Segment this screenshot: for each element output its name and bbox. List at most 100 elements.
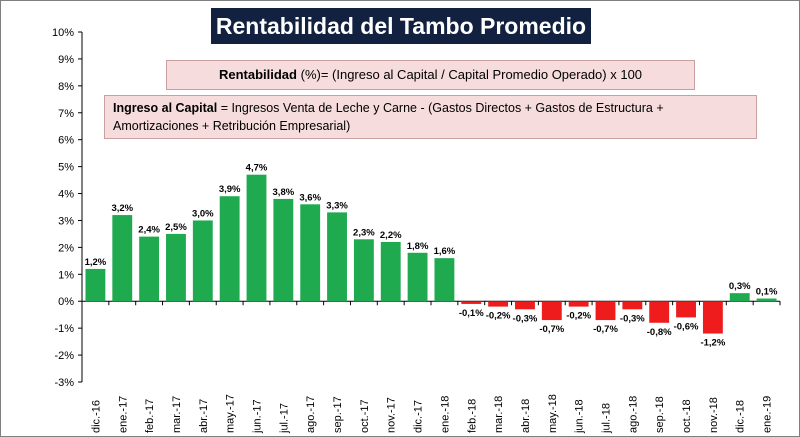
bar xyxy=(139,236,160,302)
x-tick-label: ago.-17 xyxy=(305,396,317,433)
x-tick-label: feb.-17 xyxy=(144,399,156,433)
x-tick-label: mar.-17 xyxy=(171,396,183,433)
bar xyxy=(192,220,213,302)
bar xyxy=(461,301,482,304)
bar xyxy=(219,196,240,302)
data-label: -0,7% xyxy=(539,324,564,335)
x-tick-label: dic.-16 xyxy=(90,400,102,433)
y-tick-label: 7% xyxy=(58,108,74,120)
definition-box: Ingreso al Capital = Ingresos Venta de L… xyxy=(104,95,757,139)
x-tick-label: dic.-17 xyxy=(413,400,425,433)
y-tick-label: 1% xyxy=(58,269,74,281)
x-tick-label: oct.-17 xyxy=(359,399,371,433)
bar xyxy=(649,301,670,323)
y-tick-label: 5% xyxy=(58,162,74,174)
x-tick-label: mar.-18 xyxy=(493,396,505,433)
bar xyxy=(756,298,777,302)
x-tick-label: jun.-18 xyxy=(574,399,586,434)
y-axis: 10% 9% 8% 7% 6% 5% 4% 3% 2% 1% 0% -1% -2% -3% xyxy=(52,27,83,389)
data-label: -0,7% xyxy=(593,324,618,335)
y-tick-label: -3% xyxy=(54,377,74,389)
bar xyxy=(729,293,750,302)
definition-term: Ingreso al Capital xyxy=(113,101,218,115)
y-tick-label: 0% xyxy=(58,296,74,308)
data-label: 0,1% xyxy=(756,287,778,298)
x-tick-label: abr.-18 xyxy=(520,399,532,433)
formula-box: Rentabilidad (%)= (Ingreso al Capital / … xyxy=(166,60,695,90)
bar xyxy=(300,204,321,302)
data-labels: 1,2% 3,2% 2,4% 2,5% 3,0% 3,9% 4,7% 3,8% 3,6% 3,3%… xyxy=(85,163,778,349)
y-tick-label: 6% xyxy=(58,135,74,147)
x-tick-label: jul.-18 xyxy=(601,403,613,434)
y-tick-label: 2% xyxy=(58,242,74,254)
data-label: -0,2% xyxy=(486,311,511,322)
y-tick-label: -1% xyxy=(54,323,74,335)
formula-text: (%)= (Ingreso al Capital / Capital Prome… xyxy=(300,67,643,82)
x-tick-label: jun.-17 xyxy=(252,399,264,434)
bar xyxy=(488,301,509,307)
y-tick-label: -2% xyxy=(54,350,74,362)
x-tick-label: nov.-17 xyxy=(386,397,398,433)
data-label: 2,3% xyxy=(353,227,375,238)
data-label: 1,6% xyxy=(434,246,456,257)
chart-title: Rentabilidad del Tambo Promedio xyxy=(211,8,591,44)
data-label: -1,2% xyxy=(700,338,725,349)
y-tick-label: 3% xyxy=(58,215,74,227)
bar xyxy=(515,301,535,310)
y-tick-label: 9% xyxy=(58,54,74,66)
data-label: 3,3% xyxy=(326,200,348,211)
data-label: 2,5% xyxy=(165,222,187,233)
x-tick-label: nov.-18 xyxy=(708,397,720,433)
x-tick-label: jul.-17 xyxy=(278,403,290,434)
data-label: 3,6% xyxy=(299,192,321,203)
data-label: 3,2% xyxy=(111,203,133,214)
formula-term: Rentabilidad xyxy=(218,67,297,82)
bar xyxy=(622,301,643,310)
x-tick-label: ene.-17 xyxy=(117,396,129,433)
x-tick-label: oct.-18 xyxy=(681,399,693,433)
data-label: 1,8% xyxy=(407,241,429,252)
data-label: -0,8% xyxy=(647,327,672,338)
x-axis: dic.-16 ene.-17 feb.-17 mar.-17 abr.-17 may.-… xyxy=(82,300,781,434)
bar xyxy=(407,252,428,302)
x-tick-label: feb.-18 xyxy=(466,399,478,433)
data-label: 3,9% xyxy=(219,184,241,195)
bar xyxy=(246,174,267,302)
data-label: -0,6% xyxy=(674,321,699,332)
x-tick-label: ene.-18 xyxy=(439,396,451,433)
bar xyxy=(112,215,133,302)
bar xyxy=(85,268,106,302)
x-tick-label: ago.-18 xyxy=(627,396,639,433)
bar xyxy=(166,233,186,302)
bar xyxy=(702,301,723,334)
bar xyxy=(353,239,374,302)
data-label: -0,1% xyxy=(459,308,484,319)
data-label: -0,2% xyxy=(566,311,591,322)
x-tick-label: ene.-19 xyxy=(762,396,774,433)
bar xyxy=(327,212,347,302)
x-tick-label: sep.-18 xyxy=(654,396,666,433)
definition-text: = Ingresos Venta de Leche y Carne - (Gas… xyxy=(113,101,664,133)
x-tick-label: dic.-18 xyxy=(735,400,747,433)
data-label: 0,3% xyxy=(729,281,751,292)
bars xyxy=(85,174,777,334)
bar xyxy=(568,301,589,307)
bar xyxy=(380,242,401,302)
bar xyxy=(676,301,696,318)
y-tick-label: 8% xyxy=(58,81,74,93)
data-label: -0,3% xyxy=(620,313,645,324)
y-tick-label: 10% xyxy=(52,27,74,39)
bar xyxy=(434,258,455,302)
bar xyxy=(273,198,294,302)
y-tick-label: 4% xyxy=(58,189,74,201)
bar xyxy=(541,301,562,321)
bar xyxy=(595,301,616,321)
data-label: 2,4% xyxy=(138,225,160,236)
data-label: 1,2% xyxy=(85,257,107,268)
x-tick-label: sep.-17 xyxy=(332,396,344,433)
data-label: 4,7% xyxy=(246,163,268,174)
data-label: -0,3% xyxy=(513,313,538,324)
data-label: 2,2% xyxy=(380,230,402,241)
x-tick-label: abr.-17 xyxy=(198,399,210,433)
